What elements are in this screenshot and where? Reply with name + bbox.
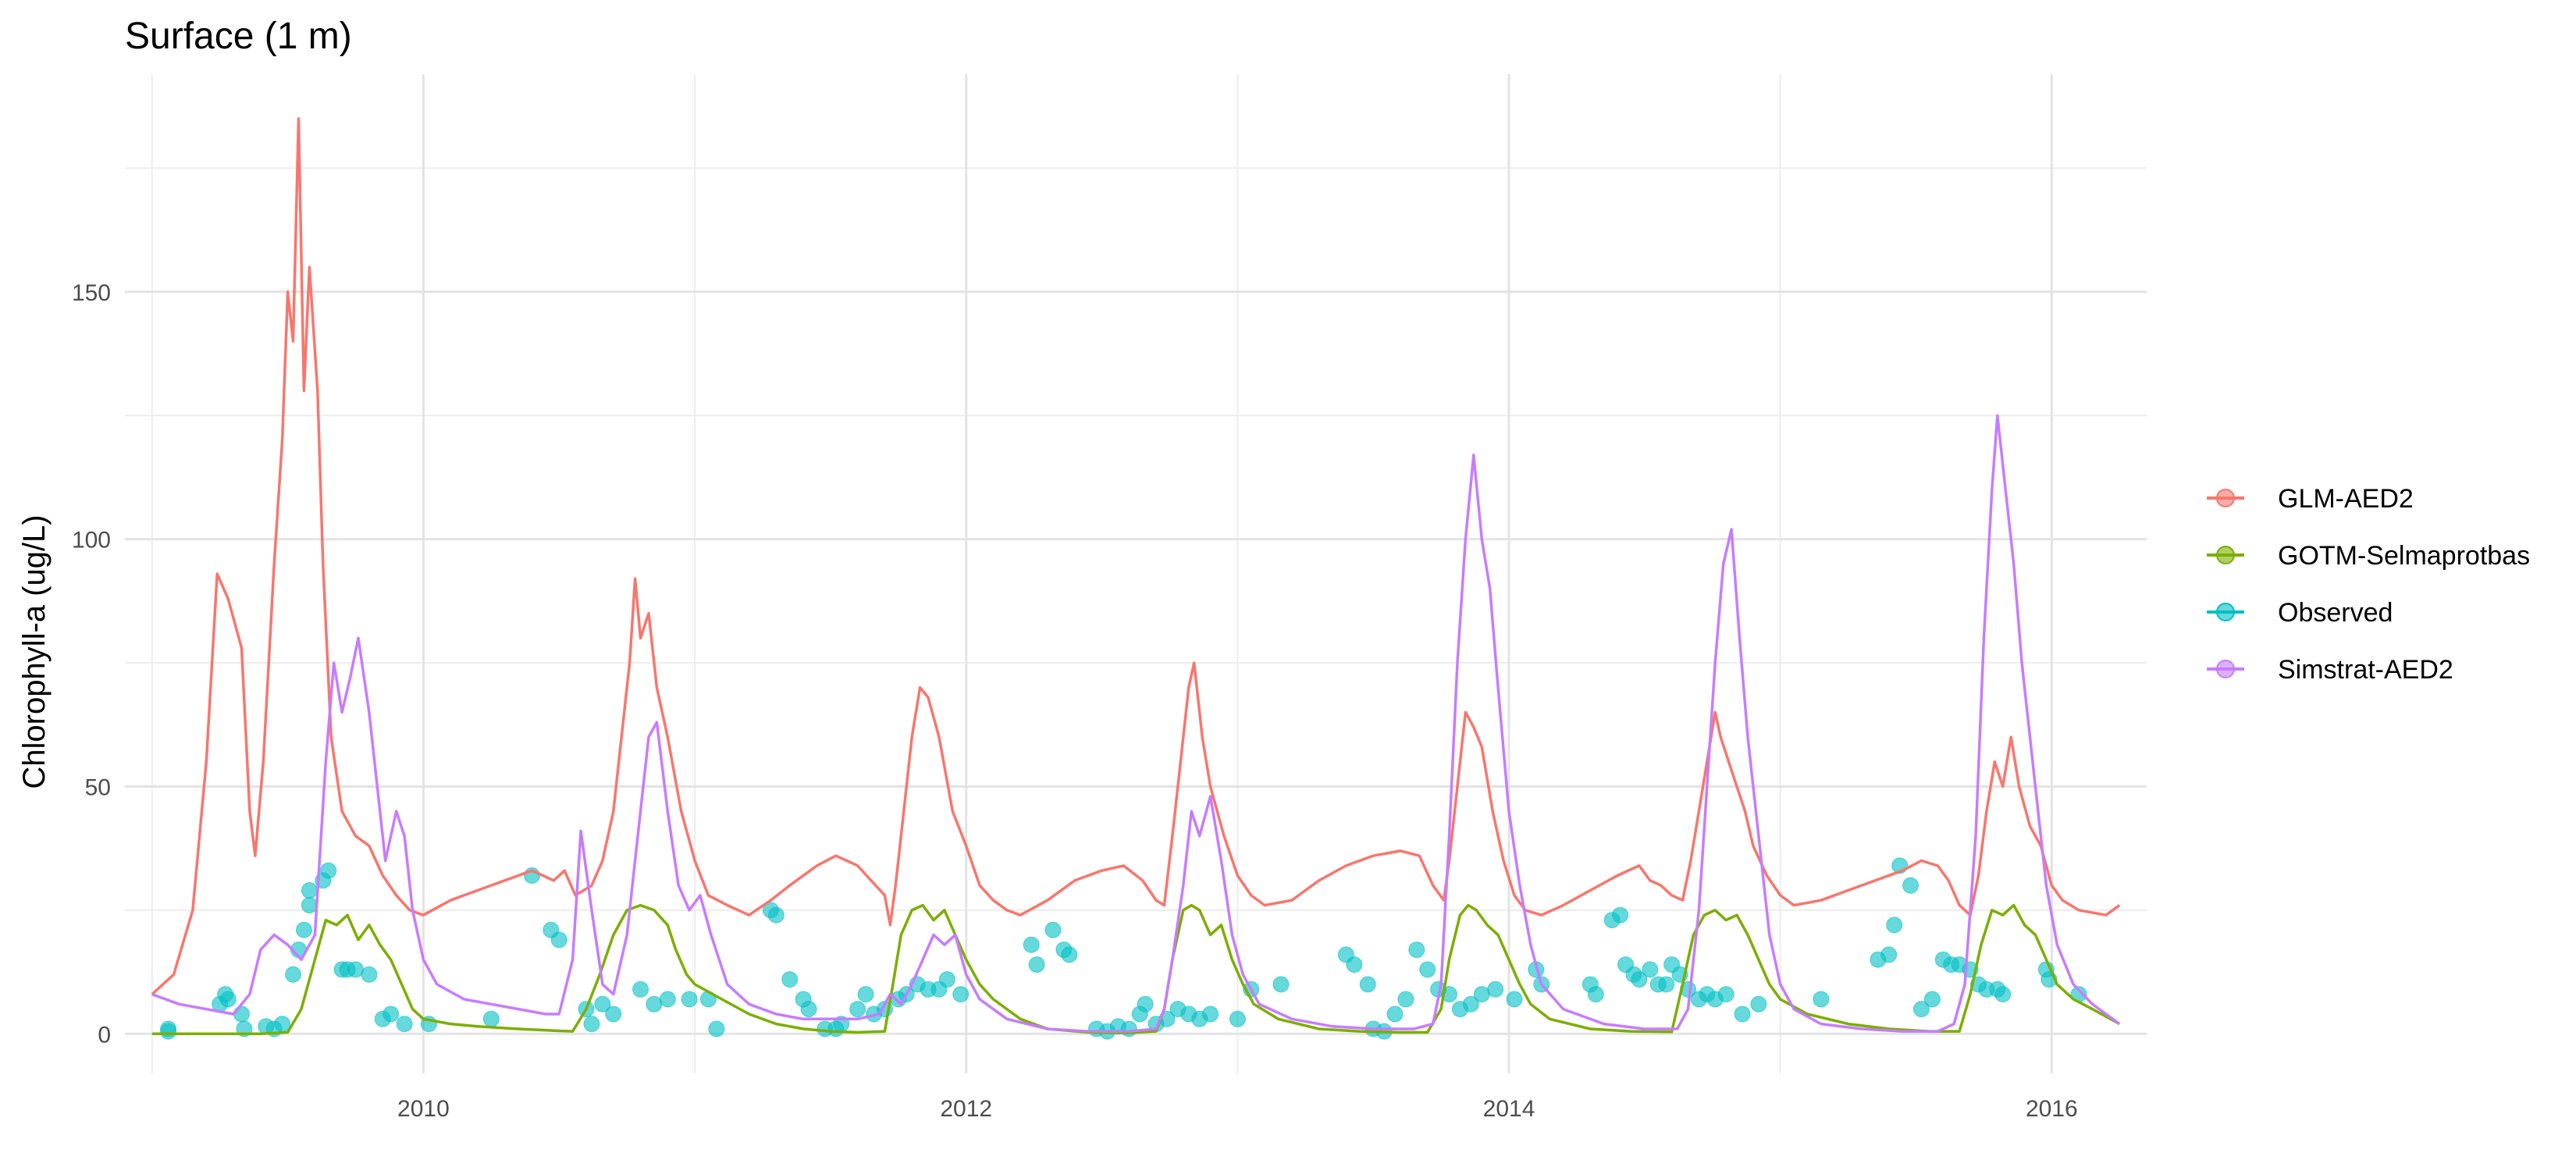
observed-point [1631, 971, 1648, 988]
y-tick-label: 50 [85, 774, 111, 800]
observed-point [1462, 995, 1479, 1013]
observed-point [1612, 906, 1629, 924]
observed-point [1028, 956, 1045, 973]
observed-point [396, 1016, 413, 1033]
observed-point [274, 1016, 291, 1033]
observed-point [1880, 946, 1898, 963]
observed-point [1487, 981, 1504, 998]
observed-point [1923, 991, 1941, 1008]
observed-point [382, 1005, 400, 1023]
y-tick-label: 100 [72, 528, 111, 553]
observed-point [1359, 976, 1376, 993]
grid-minor [125, 74, 2147, 1073]
observed-point [594, 995, 611, 1013]
legend-key-point [2216, 546, 2235, 564]
legend-key-point [2216, 489, 2235, 507]
observed-point [1061, 946, 1078, 963]
observed-point [160, 1023, 177, 1040]
x-tick-label: 2016 [2026, 1096, 2078, 1122]
observed-point [285, 966, 302, 983]
observed-point [295, 921, 312, 938]
observed-point [659, 991, 676, 1008]
observed-point [708, 1020, 725, 1038]
legend-item: Simstrat-AED2 [2207, 655, 2453, 685]
x-axis-ticks: 2010 2012 2014 2016 [397, 1096, 2078, 1122]
observed-point [301, 882, 318, 899]
legend-label: GLM-AED2 [2278, 484, 2414, 514]
legend-label: Simstrat-AED2 [2278, 655, 2453, 685]
observed-point [681, 991, 698, 1008]
observed-point [1813, 991, 1830, 1008]
observed-point [800, 1001, 817, 1018]
legend: GLM-AED2 GOTM-Selmaprotbas Observed Simstra… [2207, 484, 2530, 685]
observed-point [1272, 976, 1290, 993]
observed-point [1886, 917, 1903, 934]
x-tick-label: 2010 [397, 1096, 450, 1122]
observed-point [1419, 961, 1436, 978]
observed-point [320, 862, 337, 879]
observed-point [1750, 995, 1767, 1013]
observed-point [550, 931, 568, 949]
legend-item: GOTM-Selmaprotbas [2207, 541, 2530, 571]
observed-point [1202, 1005, 1219, 1023]
observed-point [849, 1001, 866, 1018]
observed-point [938, 971, 955, 988]
observed-point [482, 1010, 500, 1027]
observed-point [1120, 1020, 1137, 1038]
y-axis-title: Chlorophyll-a (ug/L) [17, 514, 52, 788]
legend-key-point [2216, 660, 2235, 678]
observed-point [1506, 991, 1523, 1008]
observed-point [1023, 936, 1040, 953]
observed-point [632, 981, 649, 998]
series-line-glm-aed2 [151, 117, 2121, 995]
observed-point [1658, 976, 1675, 993]
series-line-simstrat-aed2 [151, 414, 2121, 1033]
grid-major [125, 74, 2147, 1073]
observed-point [583, 1016, 600, 1033]
observed-point [233, 1005, 250, 1023]
y-axis-ticks: 0 50 100 150 [72, 280, 111, 1048]
y-tick-label: 0 [98, 1022, 111, 1048]
observed-point [1912, 1001, 1930, 1018]
observed-point [1044, 921, 1062, 938]
chart-title: Surface (1 m) [125, 16, 352, 57]
observed-point [361, 966, 378, 983]
observed-point [1397, 991, 1414, 1008]
x-tick-label: 2012 [940, 1096, 992, 1122]
legend-key-point [2216, 603, 2235, 621]
observed-point [1717, 986, 1735, 1003]
observed-point [1386, 1005, 1404, 1023]
legend-item: Observed [2207, 598, 2393, 628]
observed-point [857, 986, 874, 1003]
observed-point [1408, 941, 1425, 959]
observed-point [1229, 1010, 1246, 1027]
observed-point [1137, 995, 1154, 1013]
observed-point [219, 991, 237, 1008]
observed-point [952, 986, 970, 1003]
legend-label: Observed [2278, 598, 2393, 628]
legend-item: GLM-AED2 [2207, 484, 2414, 514]
x-tick-label: 2014 [1483, 1096, 1535, 1122]
observed-point [301, 897, 318, 914]
observed-point [781, 971, 799, 988]
plot-series [151, 117, 2121, 1040]
observed-point [1994, 986, 2012, 1003]
y-tick-label: 150 [72, 280, 111, 306]
observed-point [1346, 956, 1363, 973]
observed-point [605, 1005, 622, 1023]
observed-point [1734, 1005, 1751, 1023]
observed-point [767, 906, 785, 924]
observed-point [1587, 986, 1604, 1003]
observed-point [1642, 961, 1659, 978]
legend-label: GOTM-Selmaprotbas [2278, 541, 2530, 571]
observed-point [1902, 877, 1920, 894]
